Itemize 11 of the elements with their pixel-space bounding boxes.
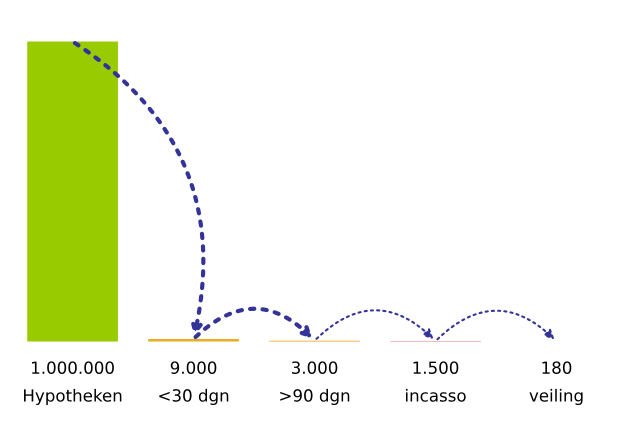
data-label: 1.500 [414,361,458,374]
data-label: 180 [542,361,572,374]
data-label: 9.000 [170,361,216,374]
x-tick-label: incasso [406,388,466,402]
x-tick-label: <30 dgn [159,388,228,405]
x-tick-label: veiling [529,388,583,405]
bar [148,338,239,342]
data-label: 3.000 [292,361,338,374]
x-tick-label: >90 dgn [280,388,350,405]
x-tick-label: Hypotheken [24,388,122,405]
data-label: 1.000.000 [32,361,114,374]
